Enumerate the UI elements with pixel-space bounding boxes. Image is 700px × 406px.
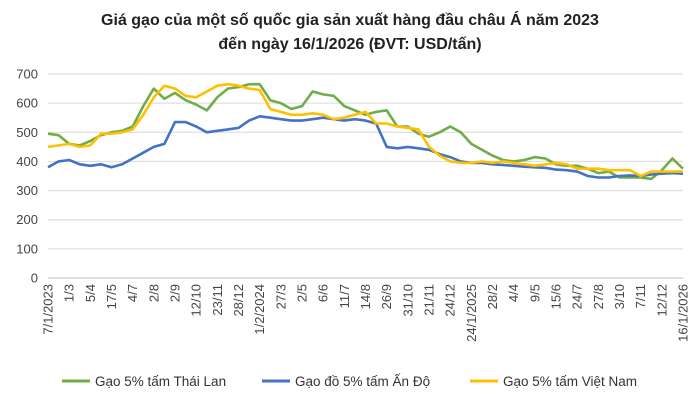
x-tick-label: 9/5 bbox=[527, 284, 542, 302]
x-tick-label: 11/7 bbox=[337, 284, 352, 308]
x-tick-label: 23/11 bbox=[210, 284, 225, 316]
series-lines bbox=[47, 82, 684, 181]
x-tick-label: 16/1/2026 bbox=[676, 284, 691, 342]
x-tick-label: 24/7 bbox=[570, 284, 585, 309]
legend: Gạo 5% tấm Thái Lan Gạo đồ 5% tấm Ấn Độ Gạ… bbox=[62, 374, 637, 389]
x-tick-label: 4/7 bbox=[125, 284, 140, 302]
x-tick-label: 21/11 bbox=[422, 284, 437, 316]
legend-label: Gạo 5% tấm Việt Nam bbox=[503, 374, 637, 389]
x-tick-label: 24/1/2025 bbox=[464, 284, 479, 342]
legend-label: Gạo đồ 5% tấm Ấn Độ bbox=[295, 374, 430, 389]
x-tick-label: 3/10 bbox=[612, 284, 627, 309]
x-tick-label: 24/12 bbox=[443, 284, 458, 317]
y-tick-label: 100 bbox=[16, 241, 38, 256]
x-tick-label: 2/8 bbox=[146, 284, 161, 302]
series-line-0 bbox=[47, 82, 684, 181]
x-tick-label: 28/2 bbox=[485, 284, 500, 309]
x-tick-label: 7/1/2023 bbox=[41, 284, 56, 335]
x-tick-label: 17/5 bbox=[104, 284, 119, 309]
y-tick-label: 300 bbox=[16, 183, 38, 198]
y-tick-label: 400 bbox=[16, 154, 38, 169]
gridlines bbox=[48, 73, 683, 279]
series-line-1 bbox=[47, 115, 684, 179]
x-tick-label: 31/10 bbox=[400, 284, 415, 317]
legend-label: Gạo 5% tấm Thái Lan bbox=[95, 374, 226, 389]
chart-title: Giá gạo của một số quốc gia sản xuất hàn… bbox=[101, 10, 599, 29]
x-tick-label: 15/6 bbox=[549, 284, 564, 309]
x-tick-label: 14/8 bbox=[358, 284, 373, 309]
y-tick-label: 700 bbox=[16, 67, 38, 82]
x-tick-label: 7/11 bbox=[633, 284, 648, 308]
x-tick-label: 27/8 bbox=[591, 284, 606, 309]
x-tick-label: 5/4 bbox=[83, 284, 98, 302]
x-tick-label: 27/3 bbox=[273, 284, 288, 309]
x-tick-label: 2/5 bbox=[295, 284, 310, 302]
x-tick-label: 1/2/2024 bbox=[252, 284, 267, 335]
x-tick-label: 1/3 bbox=[62, 284, 77, 302]
y-tick-label: 200 bbox=[16, 212, 38, 227]
y-tick-label: 0 bbox=[31, 271, 38, 286]
x-tick-label: 2/9 bbox=[168, 284, 183, 302]
x-tick-label: 6/6 bbox=[316, 284, 331, 302]
y-axis-ticks: 0 100 200 300 400 500 600 700 bbox=[16, 67, 38, 286]
y-tick-label: 500 bbox=[16, 125, 38, 140]
x-tick-label: 26/9 bbox=[379, 284, 394, 309]
y-tick-label: 600 bbox=[16, 96, 38, 111]
x-axis-ticks: 7/1/2023 1/3 5/4 17/5 4/7 2/8 2/9 12/10 23/11 28/… bbox=[41, 284, 691, 342]
x-tick-label: 28/12 bbox=[231, 284, 246, 317]
chart-subtitle: đến ngày 16/1/2026 (ĐVT: USD/tấn) bbox=[218, 36, 481, 53]
x-tick-label: 12/10 bbox=[189, 284, 204, 317]
x-tick-label: 4/4 bbox=[506, 284, 521, 302]
series-line-2 bbox=[47, 82, 683, 178]
x-tick-label: 12/12 bbox=[654, 284, 669, 317]
